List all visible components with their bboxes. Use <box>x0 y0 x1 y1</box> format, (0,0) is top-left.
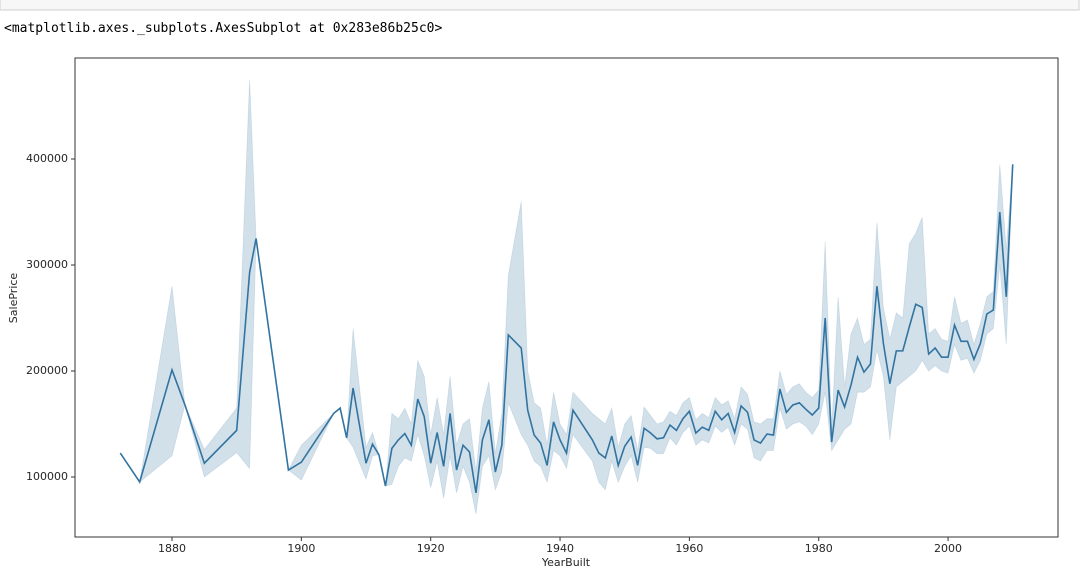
code-cell-edge <box>0 0 1080 11</box>
x-tick-label: 1960 <box>675 542 703 555</box>
x-tick-label: 1920 <box>417 542 445 555</box>
y-tick-label: 300000 <box>26 258 68 271</box>
output-text: <matplotlib.axes._subplots.AxesSubplot a… <box>4 21 442 36</box>
x-axis-label: YearBuilt <box>541 556 591 567</box>
x-tick-label: 2000 <box>934 542 962 555</box>
plot-frame <box>74 57 1059 538</box>
x-tick-label: 1880 <box>158 542 186 555</box>
y-tick-label: 400000 <box>26 152 68 165</box>
x-tick-label: 1980 <box>805 542 833 555</box>
x-tick-label: 1940 <box>546 542 574 555</box>
y-tick-label: 200000 <box>26 364 68 377</box>
y-axis-label: SalePrice <box>7 273 20 324</box>
x-tick-label: 1900 <box>287 542 315 555</box>
mean-line <box>119 164 1014 494</box>
y-tick-label: 100000 <box>26 470 68 483</box>
